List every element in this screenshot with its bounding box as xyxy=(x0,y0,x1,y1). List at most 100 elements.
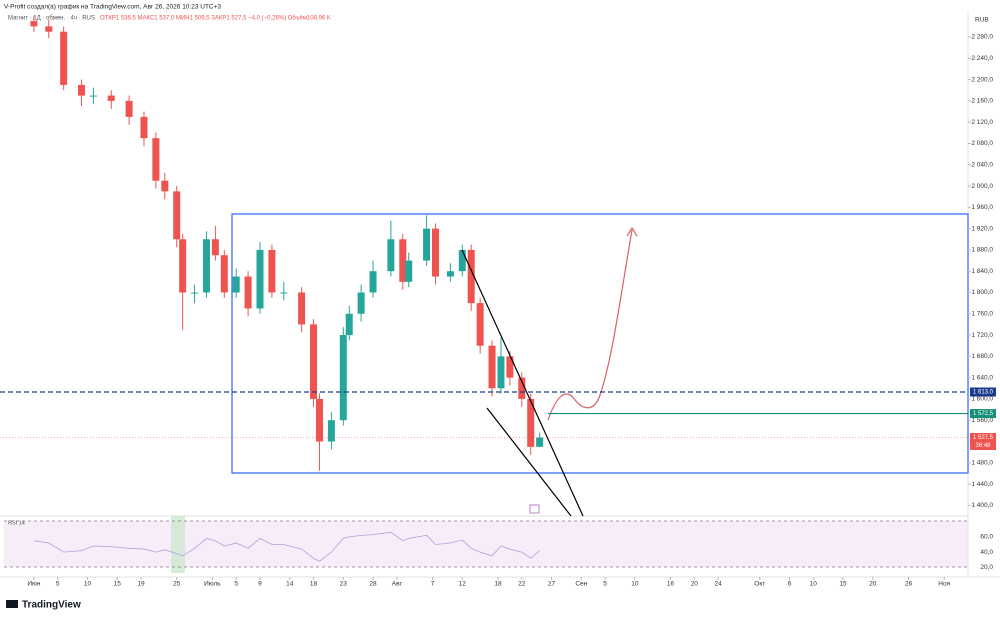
y-tick-label: 1 960,0 xyxy=(971,204,993,211)
candle-body xyxy=(191,292,199,294)
candle-body xyxy=(244,276,252,309)
candle-body xyxy=(298,292,306,325)
candle-body xyxy=(280,292,288,294)
x-tick-label: 23 xyxy=(340,581,348,588)
x-tick-label: 12 xyxy=(459,581,467,588)
candle-body xyxy=(78,84,86,96)
candle-body xyxy=(45,26,53,32)
candle-body xyxy=(432,228,440,277)
y-tick-label: 1 800,0 xyxy=(971,289,993,296)
last-price-label: 1 527,5 xyxy=(973,435,994,441)
y-tick-label: 2 120,0 xyxy=(971,119,993,126)
y-tick-label: 1 440,0 xyxy=(971,481,993,488)
level-tag xyxy=(970,387,996,397)
y-tick-label: 1 400,0 xyxy=(971,502,993,509)
candle-body xyxy=(506,356,514,378)
x-tick-label: 15 xyxy=(114,581,122,588)
x-tick-label: 25 xyxy=(173,581,181,588)
x-tick-label: Июль xyxy=(204,581,221,588)
candle-body xyxy=(152,138,160,181)
candle-body xyxy=(232,276,240,293)
candle-body xyxy=(89,95,97,97)
x-tick-label: 10 xyxy=(631,581,639,588)
trend-line xyxy=(486,407,572,517)
y-tick-label: 1 720,0 xyxy=(971,332,993,339)
x-tick-label: 19 xyxy=(137,581,145,588)
x-tick-label: Сен xyxy=(575,581,587,588)
brand: TradingView xyxy=(22,600,81,611)
y-tick-label: 2 080,0 xyxy=(971,140,993,147)
rsi-tick-label: 20,0 xyxy=(980,564,993,571)
level-tag xyxy=(970,409,996,419)
x-tick-label: 5 xyxy=(234,581,238,588)
candle-body xyxy=(60,31,68,85)
y-tick-label: 1 880,0 xyxy=(971,247,993,254)
x-tick-label: 26 xyxy=(905,581,913,588)
candle-body xyxy=(387,239,395,272)
y-tick-label: 2 040,0 xyxy=(971,161,993,168)
brand-logo xyxy=(6,600,18,608)
forecast-arrow xyxy=(547,229,633,421)
x-tick-label: 5 xyxy=(603,581,607,588)
x-tick-label: 6 xyxy=(788,581,792,588)
y-tick-label: 1 600,0 xyxy=(971,396,993,403)
candle-body xyxy=(202,239,210,293)
candle-body xyxy=(161,180,169,192)
y-tick-label: 2 160,0 xyxy=(971,98,993,105)
range-box xyxy=(231,213,969,474)
rsi-tick-label: 40,0 xyxy=(980,549,993,556)
rsi-line xyxy=(33,531,540,562)
candle-body xyxy=(107,95,115,101)
arrow-head xyxy=(626,226,638,237)
x-tick-label: 20 xyxy=(691,581,699,588)
candle-body xyxy=(527,398,535,447)
last-price-tag xyxy=(970,433,996,451)
plot xyxy=(30,15,544,471)
x-tick-label: 28 xyxy=(369,581,377,588)
level-label: 1 572,5 xyxy=(973,411,994,417)
rsi-band xyxy=(4,521,968,567)
candle-body xyxy=(467,249,475,304)
candle-body xyxy=(458,249,466,272)
candle-body xyxy=(423,228,431,261)
candle-body xyxy=(125,100,133,117)
candle-body xyxy=(30,21,38,27)
candle-body xyxy=(140,116,148,139)
candle-body xyxy=(310,324,318,399)
y-tick-label: 1 680,0 xyxy=(971,353,993,360)
last-price-timer: 36:48 xyxy=(975,443,991,449)
candle-body xyxy=(173,191,181,240)
x-tick-label: Июн xyxy=(27,581,41,588)
x-tick-label: 10 xyxy=(810,581,818,588)
candle-body xyxy=(268,249,276,293)
x-tick-label: Ноя xyxy=(938,581,950,588)
x-tick-label: 7 xyxy=(431,581,435,588)
candle-body xyxy=(518,377,526,399)
candle-body xyxy=(211,239,219,256)
x-tick-label: Окт xyxy=(754,581,765,588)
x-tick-label: 27 xyxy=(548,581,556,588)
candle-body xyxy=(339,335,347,421)
event-icon xyxy=(529,504,540,514)
y-tick-label: 1 560,0 xyxy=(971,417,993,424)
candle-body xyxy=(315,398,323,442)
x-tick-label: 9 xyxy=(258,581,262,588)
ohlc: ОТКР1 536,5 МАКС1 537,0 МИН1 509,5 ЗАКР1… xyxy=(100,16,331,22)
trend-line xyxy=(461,249,584,517)
rsi-tick-label: 60,0 xyxy=(980,534,993,541)
candle-body xyxy=(220,255,228,293)
legend: Магнит · 1Д · обмен. · 4ч · RUS xyxy=(8,16,95,22)
x-tick-label: 16 xyxy=(667,581,675,588)
rsi-label: RSI 14 xyxy=(8,520,25,526)
candle-body xyxy=(357,292,365,314)
highlight-band xyxy=(171,516,185,573)
candle-body xyxy=(405,260,413,282)
candle-body xyxy=(327,420,335,442)
x-tick-label: 20 xyxy=(869,581,877,588)
candle-body xyxy=(345,313,353,336)
candle-body xyxy=(446,271,454,277)
candle-body xyxy=(399,239,407,282)
y-tick-label: 2 280,0 xyxy=(971,34,993,41)
x-tick-label: 24 xyxy=(714,581,722,588)
